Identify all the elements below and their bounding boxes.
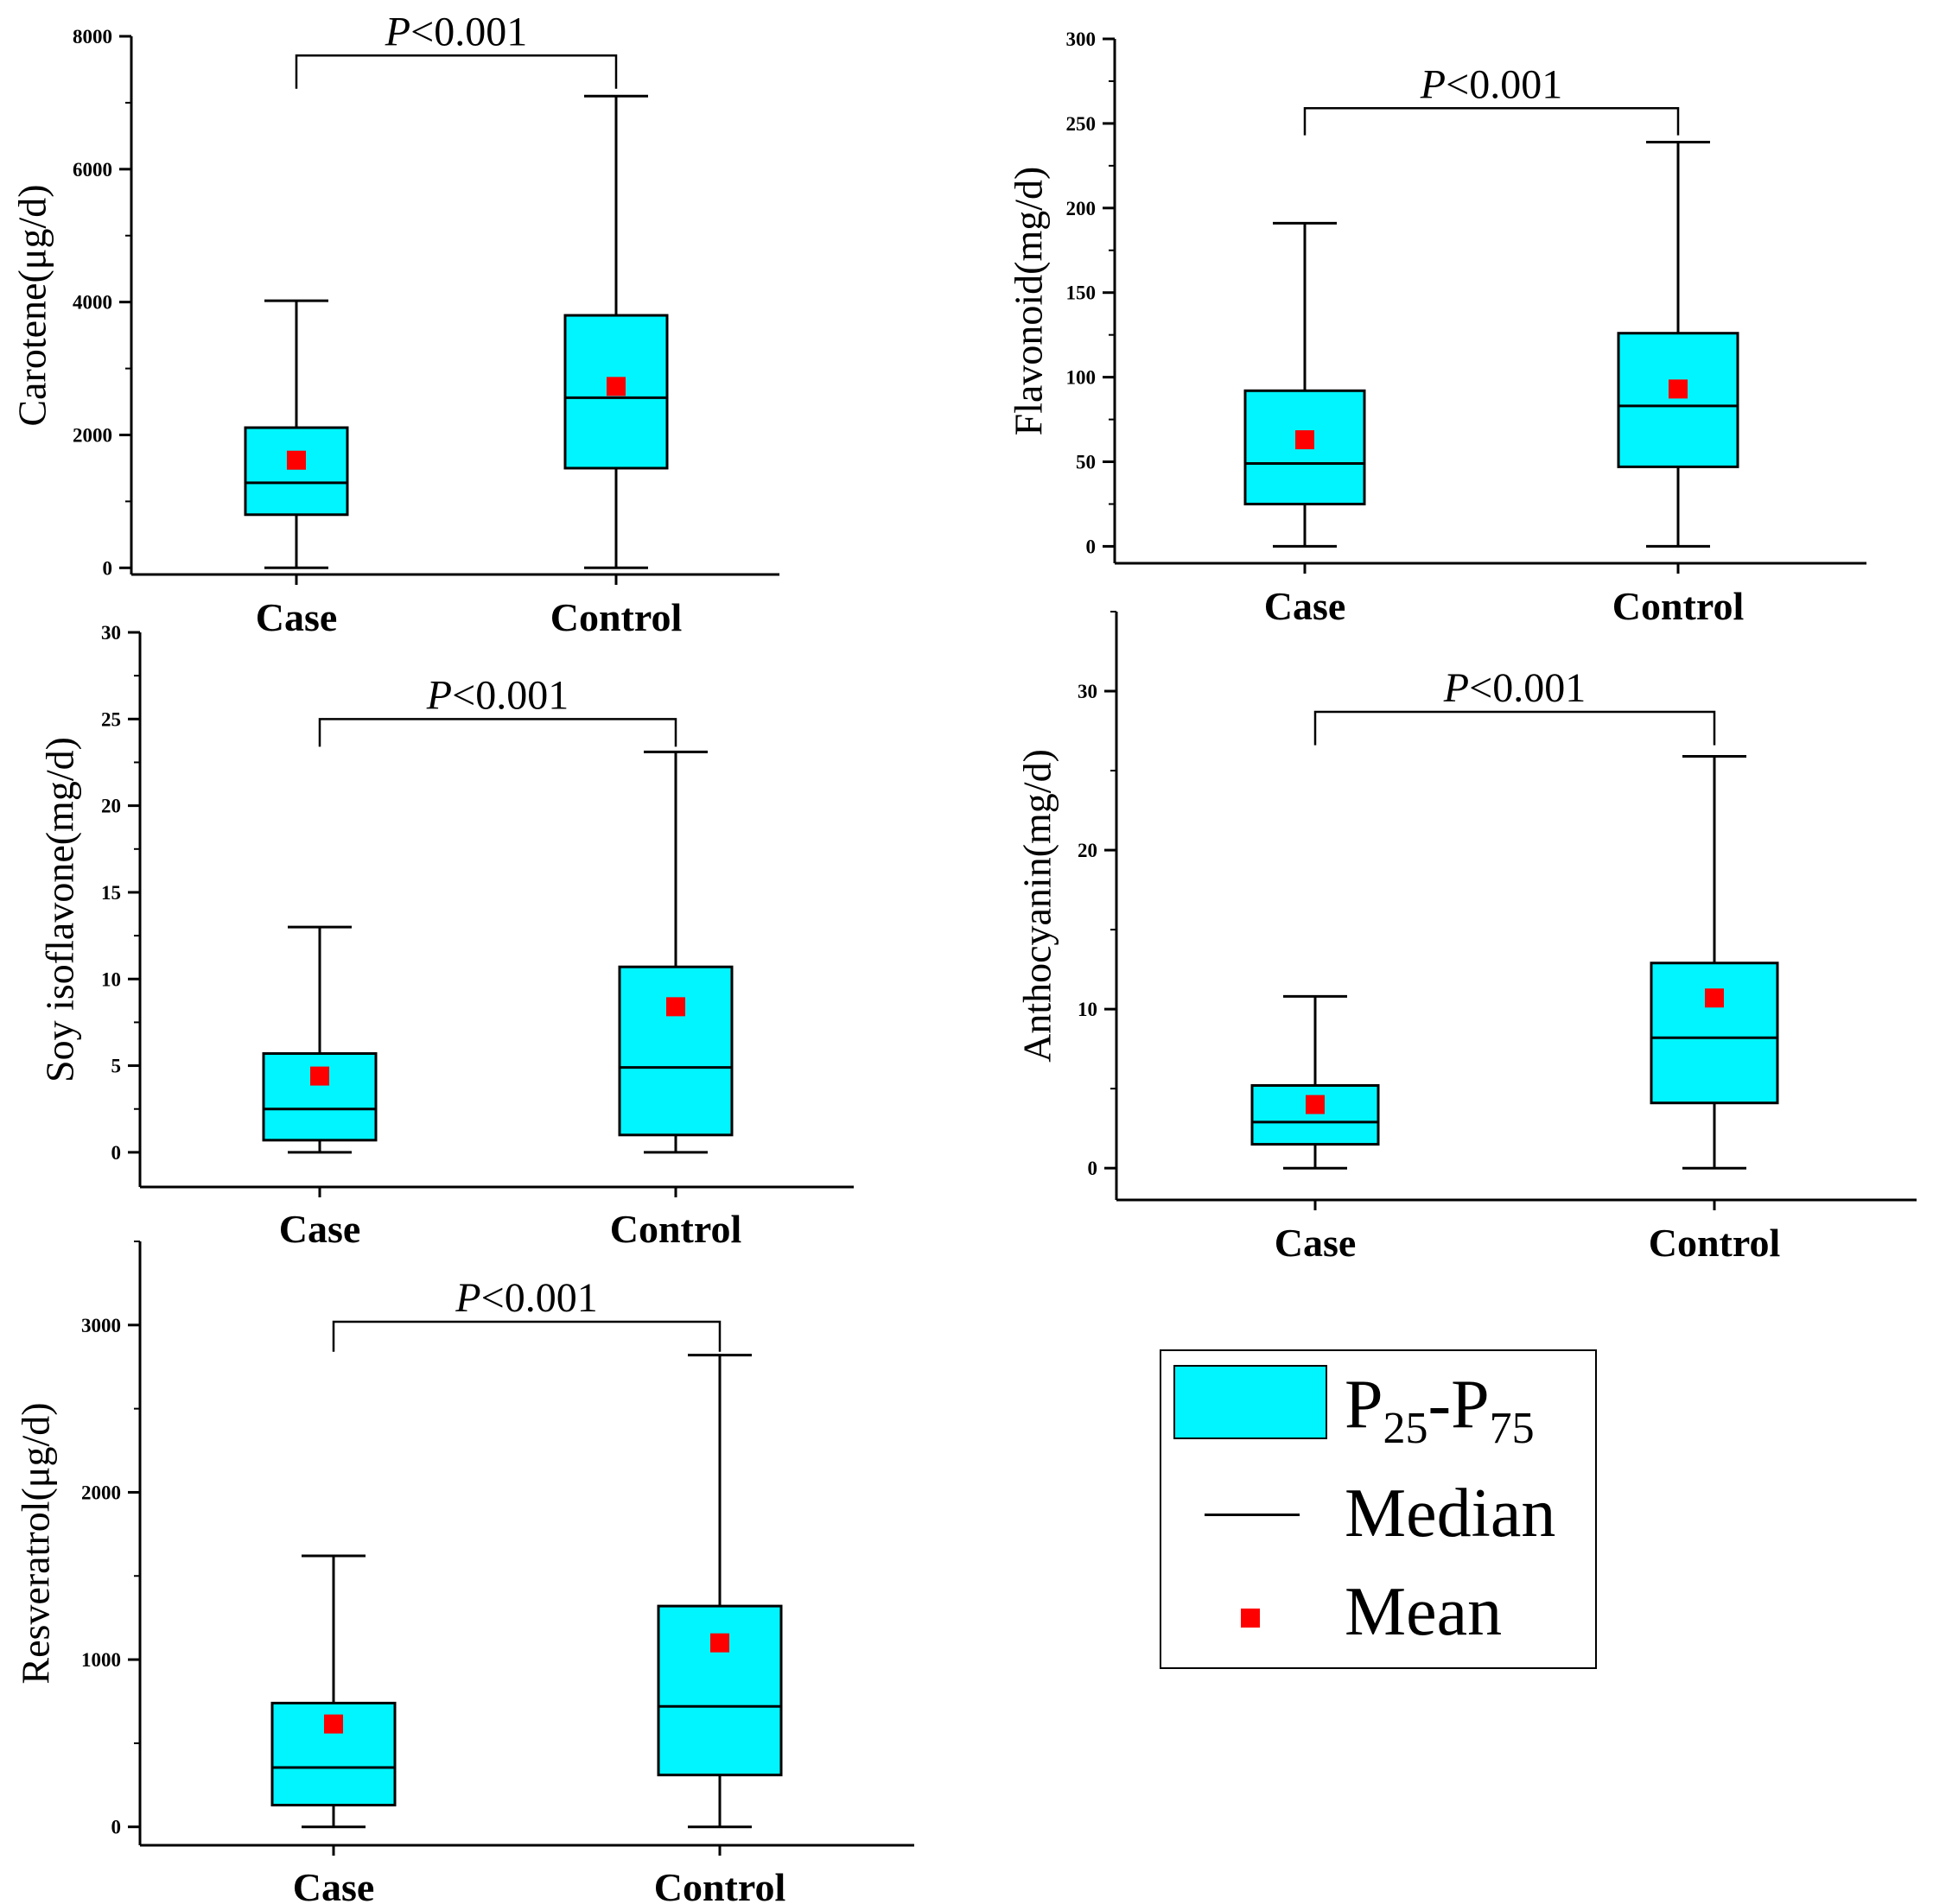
chart-panel-4: 0 10 20 30 Anthocyanin(mg/d) Case Control P<0.0… [1015, 611, 1917, 1265]
y-tick-label: 25 [101, 708, 121, 730]
iqr-box [244, 426, 349, 517]
box-case [262, 925, 378, 1197]
x-category-label: Case [1264, 584, 1346, 628]
y-tick-label: 20 [101, 796, 121, 817]
x-category-label: Case [293, 1865, 375, 1904]
chart-panel-1: 0 2000 4000 6000 8000 Carotene(μg/d) Case Contr… [10, 9, 779, 639]
mean-marker [607, 377, 626, 397]
iqr-box [1650, 962, 1779, 1105]
box-control [618, 750, 734, 1197]
mean-marker [324, 1714, 343, 1734]
chart-panel-3: 0 5 10 15 20 25 30 Soy isoflavone(mg/d) Case Cont… [38, 622, 854, 1251]
y-tick-label: 0 [103, 557, 113, 579]
x-category-label: Case [279, 1207, 361, 1251]
significance-label: P<0.001 [1420, 61, 1562, 107]
y-axis-title: Carotene(μg/d) [10, 184, 54, 426]
y-tick-label: 50 [1076, 452, 1096, 473]
legend-mean-label: Mean [1345, 1574, 1503, 1650]
y-tick-label: 0 [1086, 536, 1097, 557]
y-tick-label: 0 [111, 1142, 122, 1164]
significance-label: P<0.001 [426, 672, 569, 718]
mean-marker [666, 997, 685, 1017]
legend-mean-marker [1241, 1609, 1260, 1628]
y-tick-label: 5 [111, 1056, 122, 1077]
legend: P25-P75 Median Mean [1160, 1349, 1597, 1669]
x-category-label: Control [1649, 1221, 1781, 1265]
mean-marker [310, 1066, 329, 1086]
y-tick-label: 2000 [81, 1482, 121, 1503]
y-tick-label: 30 [1078, 681, 1097, 702]
y-tick-label: 20 [1078, 840, 1097, 861]
legend-median-line [1205, 1514, 1300, 1516]
iqr-box [1617, 332, 1739, 468]
box-control [1617, 140, 1739, 574]
iqr-box [262, 1052, 378, 1142]
significance-label: P<0.001 [455, 1275, 597, 1321]
y-tick-label: 100 [1066, 367, 1097, 389]
chart-panel-5: 0 1000 2000 3000 Resveratrol(μg/d) Case Contro… [14, 1241, 914, 1904]
x-category-label: Control [550, 595, 683, 639]
mean-marker [1295, 430, 1314, 450]
y-tick-label: 15 [101, 882, 121, 904]
y-tick-label: 3000 [81, 1315, 121, 1336]
significance-label: P<0.001 [385, 9, 527, 54]
y-tick-label: 1000 [81, 1649, 121, 1671]
mean-marker [1306, 1095, 1325, 1114]
significance-label: P<0.001 [1443, 665, 1586, 711]
box-case [270, 1554, 397, 1856]
y-tick-label: 4000 [73, 292, 112, 314]
y-axis-title: Resveratrol(μg/d) [14, 1402, 58, 1684]
y-axis-title: Soy isoflavone(mg/d) [38, 737, 82, 1082]
y-tick-label: 30 [101, 622, 121, 644]
box-case [1243, 221, 1366, 574]
y-tick-label: 0 [1088, 1158, 1098, 1179]
legend-box-label: P25-P75 [1345, 1367, 1535, 1453]
significance-bracket [318, 718, 677, 747]
iqr-box [657, 1604, 783, 1777]
y-tick-label: 300 [1066, 29, 1097, 50]
y-axis-title: Anthocyanin(mg/d) [1015, 749, 1059, 1063]
x-category-label: Case [1275, 1221, 1357, 1265]
box-control [657, 1354, 783, 1856]
y-tick-label: 150 [1066, 282, 1097, 304]
significance-bracket [1303, 107, 1680, 136]
significance-bracket [295, 54, 618, 89]
y-tick-label: 10 [101, 968, 121, 990]
box-case [1250, 994, 1380, 1210]
y-axis-title: Flavonoid(mg/d) [1007, 167, 1051, 436]
y-tick-label: 6000 [73, 159, 112, 181]
y-tick-label: 0 [111, 1817, 122, 1838]
iqr-box [618, 965, 734, 1137]
mean-marker [1669, 379, 1688, 399]
iqr-box [1250, 1083, 1380, 1146]
x-category-label: Case [256, 595, 338, 639]
mean-marker [710, 1633, 729, 1653]
box-control [1650, 754, 1779, 1210]
significance-bracket [332, 1320, 722, 1352]
legend-median-label: Median [1345, 1476, 1556, 1552]
significance-bracket [1313, 710, 1716, 746]
y-tick-label: 200 [1066, 198, 1097, 219]
x-category-label: Control [610, 1207, 742, 1251]
chart-panel-2: 0 50 100 150 200 250 300 Flavonoid(mg/d) Case Con… [1007, 29, 1866, 628]
mean-marker [287, 450, 306, 470]
x-category-label: Control [654, 1865, 786, 1904]
y-tick-label: 2000 [73, 424, 112, 446]
y-tick-label: 8000 [73, 26, 112, 48]
y-tick-label: 10 [1078, 999, 1097, 1020]
box-control [563, 94, 669, 585]
y-tick-label: 250 [1066, 113, 1097, 135]
mean-marker [1705, 988, 1724, 1008]
x-category-label: Control [1612, 584, 1745, 628]
legend-box-swatch [1173, 1365, 1327, 1439]
box-case [244, 299, 349, 585]
